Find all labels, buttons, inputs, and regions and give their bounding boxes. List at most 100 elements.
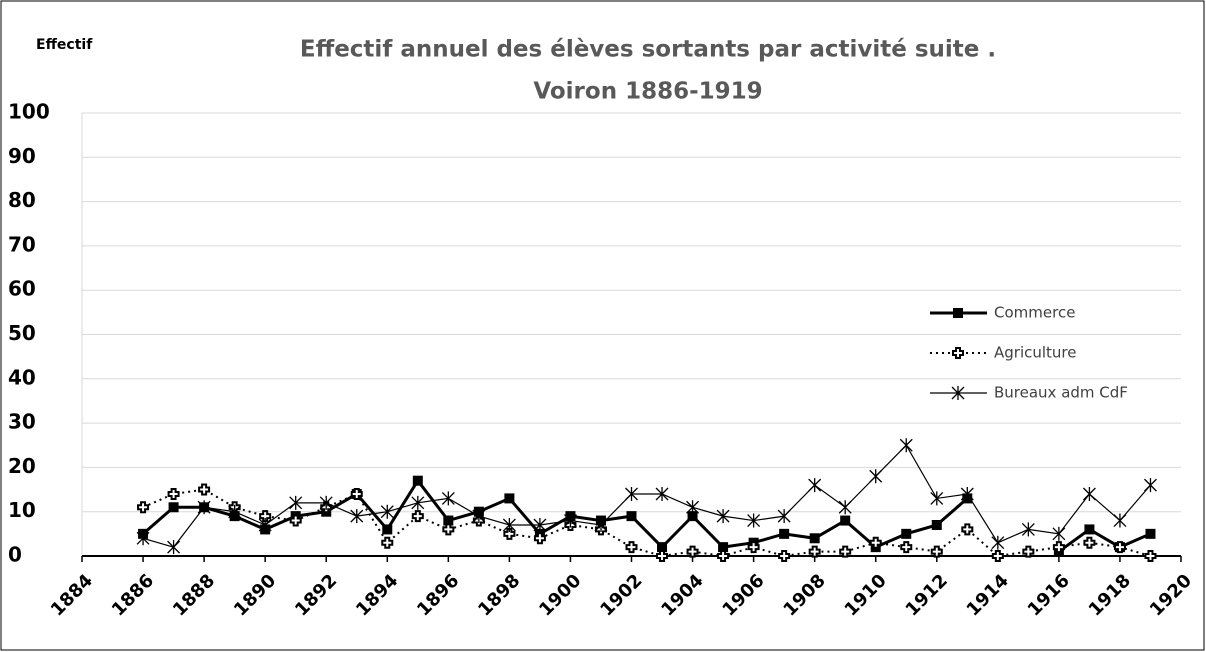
y-tick-label: 20 <box>8 454 36 478</box>
chart-subtitle: Voiron 1886-1919 <box>533 79 762 105</box>
marker <box>951 386 965 400</box>
marker <box>1113 513 1127 528</box>
marker <box>503 527 516 540</box>
marker <box>472 509 486 524</box>
marker <box>686 545 699 558</box>
marker <box>718 542 729 553</box>
marker <box>840 515 851 526</box>
marker <box>869 469 883 484</box>
marker <box>411 495 425 510</box>
y-tick-label: 100 <box>8 100 50 124</box>
marker <box>533 517 547 532</box>
marker <box>1083 536 1096 549</box>
marker <box>931 519 942 530</box>
marker <box>1052 526 1066 541</box>
marker <box>901 528 912 539</box>
marker <box>594 517 608 532</box>
marker <box>808 545 821 558</box>
marker <box>441 491 455 506</box>
marker <box>900 541 913 554</box>
marker <box>168 502 179 513</box>
marker <box>809 533 820 544</box>
marker <box>778 550 791 562</box>
y-axis-label: Effectif <box>36 37 93 53</box>
marker <box>198 483 211 496</box>
marker <box>443 515 454 526</box>
marker <box>952 347 964 359</box>
marker <box>1084 524 1095 535</box>
marker <box>960 486 974 501</box>
marker <box>228 504 242 519</box>
y-tick-label: 90 <box>8 144 36 168</box>
marker <box>319 495 333 510</box>
marker <box>350 509 364 524</box>
y-tick-label: 50 <box>8 321 36 345</box>
marker <box>167 487 180 500</box>
marker <box>1022 545 1035 558</box>
marker <box>686 500 700 515</box>
y-tick-label: 70 <box>8 232 36 256</box>
legend-label: Agriculture <box>994 344 1077 362</box>
marker <box>991 550 1004 562</box>
marker <box>808 478 822 493</box>
marker <box>1113 541 1126 554</box>
marker <box>167 540 181 555</box>
marker <box>656 550 669 562</box>
legend-label: Commerce <box>994 304 1075 322</box>
marker <box>869 536 882 549</box>
marker <box>504 493 515 504</box>
y-tick-label: 40 <box>8 365 36 389</box>
marker <box>779 528 790 539</box>
marker <box>961 523 974 536</box>
y-tick-label: 60 <box>8 277 36 301</box>
marker <box>563 513 577 528</box>
marker <box>1082 486 1096 501</box>
marker <box>747 541 760 554</box>
marker <box>899 438 913 453</box>
marker <box>991 535 1005 550</box>
marker <box>655 486 669 501</box>
marker <box>953 308 963 318</box>
marker <box>930 491 944 506</box>
marker <box>411 510 424 523</box>
series-line <box>142 488 1151 558</box>
marker <box>777 509 791 524</box>
marker <box>930 545 943 558</box>
marker <box>259 510 272 523</box>
marker <box>838 500 852 515</box>
marker <box>1144 478 1157 493</box>
series-line <box>142 444 1151 548</box>
marker <box>533 532 546 545</box>
marker <box>716 509 730 524</box>
marker <box>717 550 730 562</box>
marker <box>1052 541 1065 554</box>
marker <box>382 524 393 535</box>
marker <box>350 487 363 500</box>
marker <box>747 513 761 528</box>
marker <box>136 531 150 546</box>
marker <box>625 486 638 501</box>
y-tick-label: 10 <box>8 498 36 522</box>
marker <box>137 501 150 514</box>
marker <box>442 523 455 536</box>
marker <box>1021 522 1035 537</box>
marker <box>289 495 303 510</box>
y-tick-label: 80 <box>8 188 36 212</box>
marker <box>687 511 698 522</box>
marker <box>657 542 668 553</box>
marker <box>1145 528 1156 539</box>
marker <box>502 517 516 532</box>
marker <box>625 541 638 554</box>
series-line <box>142 478 1152 553</box>
marker <box>258 517 272 532</box>
legend-label: Bureaux adm CdF <box>994 384 1128 402</box>
marker <box>839 545 852 558</box>
marker <box>380 504 394 519</box>
marker <box>626 511 637 522</box>
y-tick-label: 0 <box>8 543 22 567</box>
marker <box>412 475 423 486</box>
y-tick-label: 30 <box>8 410 36 434</box>
chart-title: Effectif annuel des élèves sortants par … <box>300 37 996 63</box>
